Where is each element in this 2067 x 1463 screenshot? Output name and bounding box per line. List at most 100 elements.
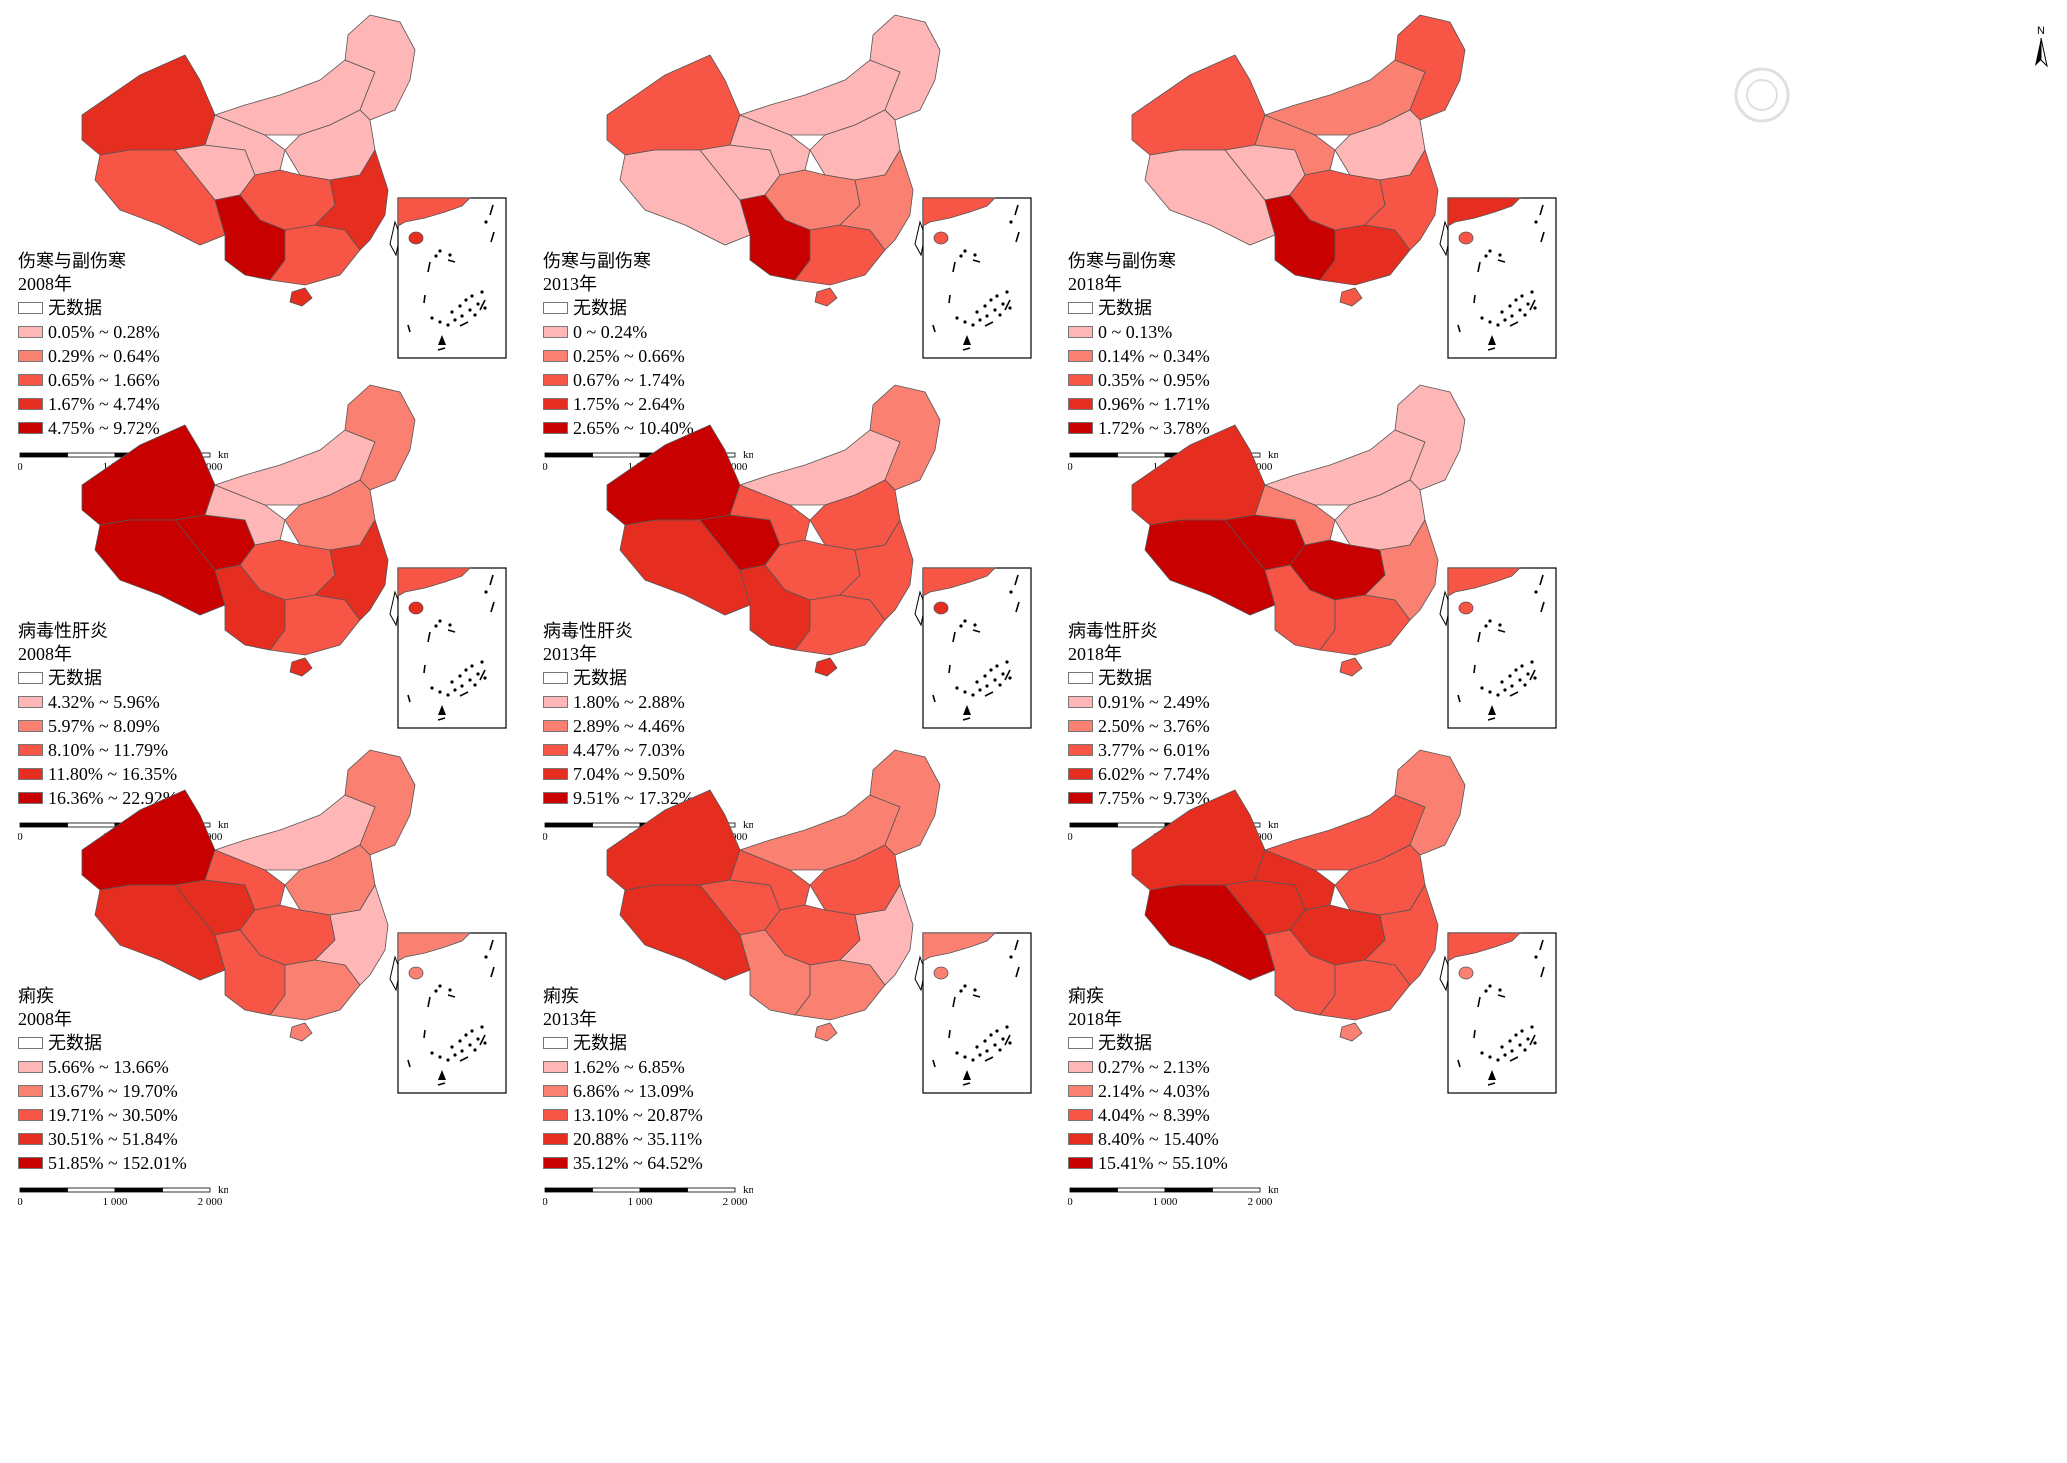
region-northeast xyxy=(344,14,416,121)
legend-swatch xyxy=(18,422,43,434)
legend-label: 2.89% ~ 4.46% xyxy=(573,715,685,736)
legend-item: 6.86% ~ 13.09% xyxy=(543,1079,703,1103)
north-arrow-icon: N xyxy=(2035,25,2048,68)
legend-swatch xyxy=(18,1061,43,1073)
legend-swatch xyxy=(18,1037,43,1049)
scale-tick-label: 0 xyxy=(543,1196,548,1208)
china-map xyxy=(1131,384,1557,729)
legend-label: 2.50% ~ 3.76% xyxy=(1098,715,1210,736)
scale-tick-label: 2 000 xyxy=(723,1196,748,1208)
region-hainan xyxy=(814,287,838,307)
legend: 病毒性肝炎 2013年 无数据 1.80% ~ 2.88% 2.89% ~ 4.46% 4… xyxy=(543,620,694,810)
legend-label: 1.62% ~ 6.85% xyxy=(573,1056,685,1077)
scale-unit: km xyxy=(743,1185,753,1196)
scale-tick-label: 0 xyxy=(1068,1196,1073,1208)
legend-label: 8.10% ~ 11.79% xyxy=(48,739,169,760)
south-china-sea-inset xyxy=(397,567,507,729)
region-northeast xyxy=(869,14,941,121)
legend-item: 4.47% ~ 7.03% xyxy=(543,738,694,762)
legend-swatch xyxy=(18,672,43,684)
legend-swatch xyxy=(543,792,568,804)
legend-title-year: 2013年 xyxy=(543,274,597,294)
legend-label: 0 ~ 0.13% xyxy=(1098,321,1173,342)
china-map xyxy=(606,14,1032,359)
legend-label: 2.14% ~ 4.03% xyxy=(1098,1080,1210,1101)
region-hainan xyxy=(289,657,313,677)
legend-item: 2.50% ~ 3.76% xyxy=(1068,714,1210,738)
legend-item: 1.62% ~ 6.85% xyxy=(543,1055,703,1079)
legend-label: 5.97% ~ 8.09% xyxy=(48,715,160,736)
legend-swatch xyxy=(1068,302,1093,314)
legend: 伤寒与副伤寒 2018年 无数据 0 ~ 0.13% 0.14% ~ 0.34% 0.35… xyxy=(1068,250,1210,440)
legend-item: 3.77% ~ 6.01% xyxy=(1068,738,1210,762)
scale-tick-label: 0 xyxy=(1068,461,1073,473)
map-panel: 痢疾 2018年 无数据 0.27% ~ 2.13% 2.14% ~ 4.03% 4.04… xyxy=(1050,735,1739,1222)
legend-label: 35.12% ~ 64.52% xyxy=(573,1152,703,1173)
legend-swatch xyxy=(18,1133,43,1145)
legend-label: 0.67% ~ 1.74% xyxy=(573,369,685,390)
legend-swatch xyxy=(1068,326,1093,338)
legend-swatch xyxy=(543,1061,568,1073)
region-east xyxy=(1364,519,1439,621)
legend-item: 无数据 xyxy=(543,296,694,320)
legend-swatch xyxy=(18,1109,43,1121)
legend-label: 0.91% ~ 2.49% xyxy=(1098,691,1210,712)
legend-label: 9.51% ~ 17.32% xyxy=(573,787,694,808)
region-east xyxy=(314,519,389,621)
legend-label: 6.86% ~ 13.09% xyxy=(573,1080,694,1101)
legend-swatch xyxy=(1068,1037,1093,1049)
legend-label: 7.04% ~ 9.50% xyxy=(573,763,685,784)
china-map xyxy=(606,749,1032,1094)
legend-item: 6.02% ~ 7.74% xyxy=(1068,762,1210,786)
legend-item: 8.10% ~ 11.79% xyxy=(18,738,178,762)
legend-label: 1.72% ~ 3.78% xyxy=(1098,417,1210,438)
legend-swatch xyxy=(543,1157,568,1169)
legend-item: 无数据 xyxy=(543,1031,703,1055)
region-northeast xyxy=(869,749,941,856)
map-panel: 病毒性肝炎 2013年 无数据 1.80% ~ 2.88% 2.89% ~ 4.46% 4… xyxy=(525,370,1214,857)
scale-tick-label: 0 xyxy=(1068,831,1073,843)
legend-label: 15.41% ~ 55.10% xyxy=(1098,1152,1228,1173)
region-xinjiang xyxy=(81,54,216,156)
scale-unit: km xyxy=(743,820,753,831)
legend-swatch xyxy=(543,374,568,386)
region-xinjiang xyxy=(1131,54,1266,156)
legend-item: 无数据 xyxy=(18,666,178,690)
legend-label: 2.65% ~ 10.40% xyxy=(573,417,694,438)
legend-item: 7.04% ~ 9.50% xyxy=(543,762,694,786)
legend-label: 13.10% ~ 20.87% xyxy=(573,1104,703,1125)
legend-swatch xyxy=(543,1109,568,1121)
legend-title-year: 2008年 xyxy=(18,644,72,664)
scale-tick-label: 1 000 xyxy=(628,1196,653,1208)
legend-item: 无数据 xyxy=(1068,1031,1228,1055)
legend-item: 19.71% ~ 30.50% xyxy=(18,1103,187,1127)
legend: 痢疾 2018年 无数据 0.27% ~ 2.13% 2.14% ~ 4.03% 4.04… xyxy=(1068,985,1228,1175)
region-northeast xyxy=(1394,384,1466,491)
legend-item: 13.67% ~ 19.70% xyxy=(18,1079,187,1103)
legend-label: 4.04% ~ 8.39% xyxy=(1098,1104,1210,1125)
scale-unit: km xyxy=(218,820,228,831)
scale-tick-label: 0 xyxy=(18,461,23,473)
region-northeast xyxy=(1394,14,1466,121)
region-east xyxy=(839,519,914,621)
legend-swatch xyxy=(543,398,568,410)
legend-swatch xyxy=(1068,398,1093,410)
legend-item: 无数据 xyxy=(543,666,694,690)
legend-title-disease: 病毒性肝炎 xyxy=(1068,621,1158,641)
legend-label: 无数据 xyxy=(48,667,102,688)
legend-item: 35.12% ~ 64.52% xyxy=(543,1151,703,1175)
legend-label: 5.66% ~ 13.66% xyxy=(48,1056,169,1077)
legend-swatch xyxy=(543,1133,568,1145)
legend-swatch xyxy=(1068,1085,1093,1097)
legend-label: 1.75% ~ 2.64% xyxy=(573,393,685,414)
legend-item: 0.96% ~ 1.71% xyxy=(1068,392,1210,416)
legend-item: 0.05% ~ 0.28% xyxy=(18,320,160,344)
legend-swatch xyxy=(543,744,568,756)
region-east xyxy=(839,149,914,251)
legend-item: 5.97% ~ 8.09% xyxy=(18,714,178,738)
legend-item: 2.65% ~ 10.40% xyxy=(543,416,694,440)
china-map xyxy=(81,384,507,729)
region-xinjiang xyxy=(81,424,216,526)
map-panel: 病毒性肝炎 2018年 无数据 0.91% ~ 2.49% 2.50% ~ 3.76% 3… xyxy=(1050,370,1739,857)
legend-title-disease: 伤寒与副伤寒 xyxy=(543,251,651,271)
